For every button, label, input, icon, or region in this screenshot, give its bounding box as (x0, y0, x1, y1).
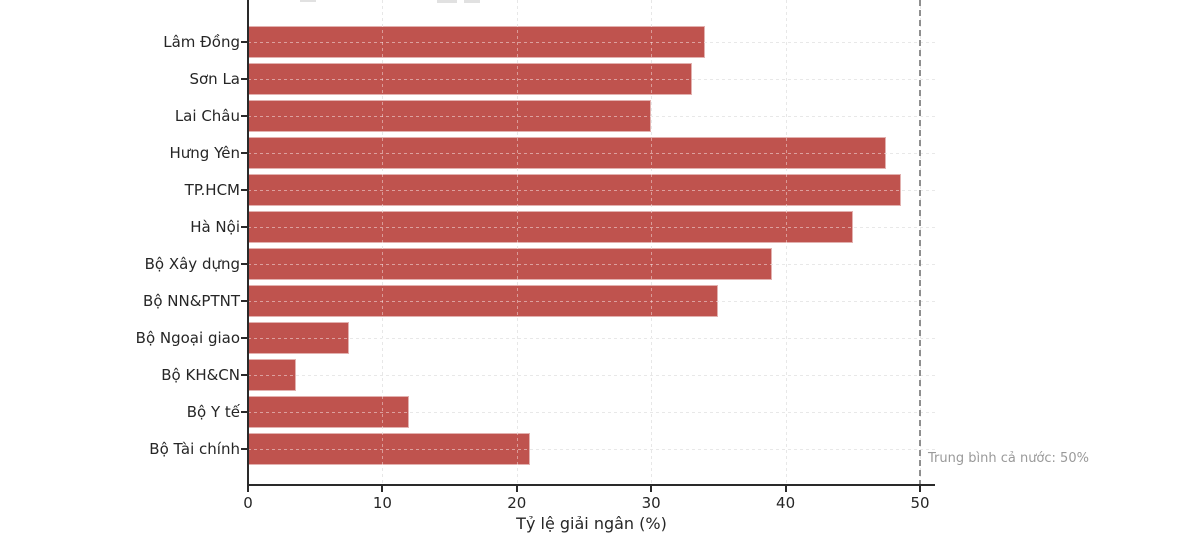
gridline-vertical-overlay (382, 0, 384, 485)
gridline-horizontal-overlay (248, 115, 935, 117)
x-tick-mark (919, 485, 921, 492)
y-tick-label: Bộ Ngoại giao (135, 329, 240, 347)
gridline-horizontal-overlay (248, 263, 935, 265)
x-tick-label: 50 (910, 494, 930, 512)
gridline-horizontal-overlay (248, 300, 935, 302)
y-tick-mark (241, 374, 248, 376)
bar (248, 26, 705, 58)
x-tick-label: 10 (372, 494, 392, 512)
reference-line-50pct (919, 0, 921, 485)
cropped-title-remnant (464, 0, 480, 3)
gridline-horizontal-overlay (248, 374, 935, 376)
x-axis-spine (247, 484, 935, 486)
y-tick-label: Hà Nội (190, 218, 240, 236)
y-tick-mark (241, 152, 248, 154)
gridline-horizontal-overlay (248, 448, 935, 450)
gridline-horizontal-overlay (248, 78, 935, 80)
bar (248, 396, 410, 428)
gridline-horizontal (248, 411, 935, 413)
x-tick-mark (515, 485, 518, 492)
cropped-title-remnant (300, 0, 316, 2)
bar (248, 211, 853, 243)
x-tick-mark (247, 485, 249, 492)
bar (248, 433, 531, 465)
gridline-vertical-overlay (651, 0, 653, 485)
y-tick-label: Lai Châu (174, 107, 240, 125)
y-tick-label: Hưng Yên (169, 144, 241, 162)
reference-line-annotation: Trung bình cả nước: 50% (928, 451, 1089, 466)
y-tick-label: Bộ Xây dựng (144, 255, 240, 273)
y-axis-spine (247, 0, 249, 486)
bar (248, 137, 887, 169)
bar (248, 63, 692, 95)
y-tick-mark (241, 448, 248, 450)
x-tick-mark (381, 485, 384, 492)
bar (248, 248, 773, 280)
x-tick-mark (650, 485, 653, 492)
y-tick-mark (241, 41, 248, 43)
bar (248, 100, 652, 132)
x-axis-label: Tỷ lệ giải ngân (%) (516, 514, 667, 533)
gridline-vertical-overlay (516, 0, 518, 485)
gridline-horizontal (248, 374, 935, 376)
bar (248, 174, 902, 206)
y-tick-label: Bộ KH&CN (161, 366, 240, 384)
y-tick-label: Bộ NN&PTNT (143, 292, 240, 310)
y-tick-mark (241, 115, 248, 117)
gridline-horizontal-overlay (248, 411, 935, 413)
gridline-horizontal-overlay (248, 337, 935, 339)
y-tick-label: Sơn La (189, 70, 240, 88)
y-tick-mark (241, 337, 248, 339)
y-tick-label: Bộ Y tế (186, 403, 240, 421)
bar (248, 359, 297, 391)
gridline-horizontal (248, 448, 935, 450)
x-tick-label: 0 (243, 494, 253, 512)
bar (248, 285, 719, 317)
gridline-horizontal-overlay (248, 152, 935, 154)
y-tick-mark (241, 226, 248, 228)
y-tick-mark (241, 78, 248, 80)
gridline-vertical-overlay (785, 0, 787, 485)
x-tick-label: 30 (641, 494, 661, 512)
gridline-horizontal-overlay (248, 226, 935, 228)
x-tick-mark (784, 485, 787, 492)
x-tick-label: 20 (507, 494, 527, 512)
y-tick-label: TP.HCM (184, 181, 240, 199)
gridline-horizontal-overlay (248, 41, 935, 43)
y-tick-mark (241, 189, 248, 191)
y-tick-label: Lâm Đồng (163, 33, 240, 51)
y-tick-mark (241, 300, 248, 302)
y-tick-label: Bộ Tài chính (149, 440, 240, 458)
cropped-title-remnant (437, 0, 457, 3)
x-tick-label: 40 (776, 494, 796, 512)
gridline-horizontal (248, 337, 935, 339)
gridline-horizontal-overlay (248, 189, 935, 191)
y-tick-mark (241, 263, 248, 265)
y-tick-mark (241, 411, 248, 413)
